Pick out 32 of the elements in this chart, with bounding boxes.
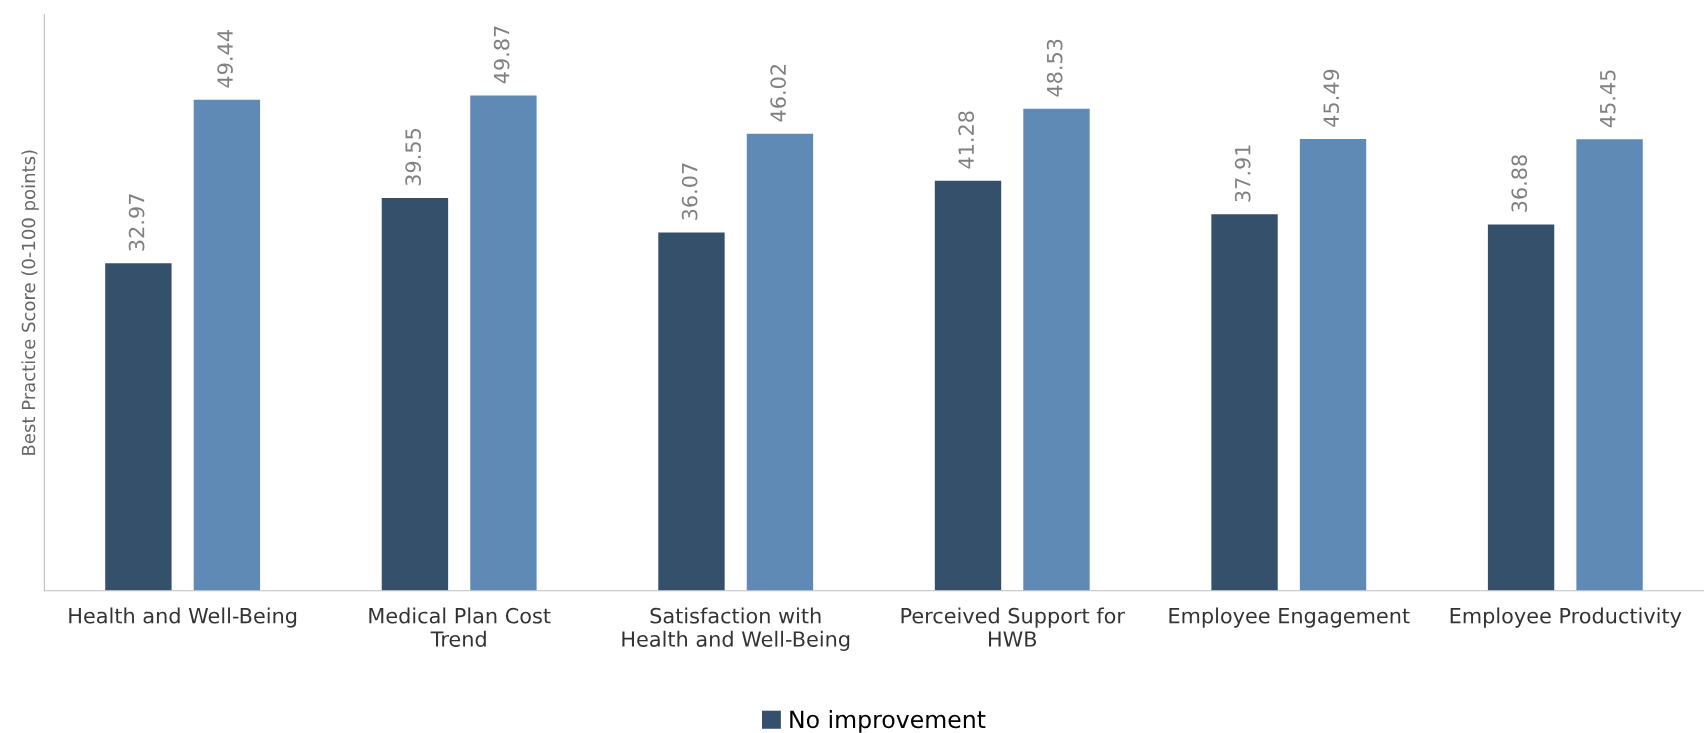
bar bbox=[470, 95, 537, 591]
x-tick-label: Medical Plan Cost Trend bbox=[369, 607, 551, 647]
data-label: 49.87 bbox=[493, 26, 510, 84]
bar bbox=[1487, 224, 1555, 591]
data-label: 49.44 bbox=[217, 30, 233, 88]
bar bbox=[381, 197, 449, 591]
bar bbox=[658, 232, 725, 591]
y-axis-title: Best Practice Score (0-100 points) bbox=[21, 150, 39, 455]
data-label: 41.28 bbox=[958, 111, 975, 169]
data-label: 45.49 bbox=[1323, 69, 1340, 127]
data-label: 45.45 bbox=[1600, 70, 1616, 128]
bar bbox=[1576, 139, 1643, 591]
x-tick-label: Employee Engagement bbox=[1169, 607, 1410, 628]
data-label: 36.88 bbox=[1511, 155, 1528, 212]
data-label: 39.55 bbox=[405, 129, 421, 186]
legend-label: No improvement bbox=[790, 709, 986, 733]
bar bbox=[746, 133, 814, 591]
bar bbox=[1299, 138, 1367, 591]
bar bbox=[193, 99, 261, 591]
x-tick-label: Perceived Support for HWB bbox=[901, 607, 1125, 647]
data-label: 48.53 bbox=[1046, 39, 1063, 97]
x-tick-label: Health and Well-Being bbox=[69, 607, 297, 628]
bar bbox=[105, 263, 172, 591]
data-label: 37.91 bbox=[1234, 145, 1251, 202]
bar bbox=[1023, 108, 1090, 591]
x-tick-label: Employee Productivity bbox=[1450, 607, 1682, 628]
data-label: 36.07 bbox=[681, 163, 698, 220]
bar bbox=[934, 180, 1002, 591]
data-label: 32.97 bbox=[128, 194, 145, 251]
x-tick-label: Satisfaction with Health and Well-Being bbox=[622, 607, 850, 651]
data-label: 46.02 bbox=[770, 65, 787, 122]
bar bbox=[1211, 214, 1278, 591]
